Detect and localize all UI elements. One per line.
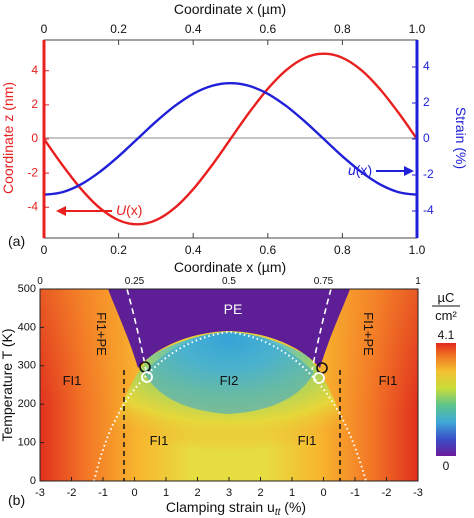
colorbar: µC cm² 4.1 0 [432, 290, 460, 473]
strain-ticks: -3 -2 -1 0 1 2 3 2 1 0 -1 -2 -3 [35, 477, 423, 499]
top-x-tick-label: 1.0 [409, 22, 426, 36]
strain-tick-label: 1 [289, 487, 295, 499]
region-label-fi1pe-left: FI1+PE [94, 312, 109, 356]
annotation-U-italic: U [116, 202, 127, 218]
annotation-U: U(x) [56, 202, 142, 218]
annotation-u: u(x) [348, 162, 414, 178]
left-axis-title: Coordinate z (nm) [0, 82, 16, 194]
top-x-tick-label: 0.2 [110, 22, 127, 36]
temperature-tick-label: 300 [18, 360, 36, 372]
top-x-tick-label: 0.8 [334, 22, 351, 36]
series-u-line [44, 81, 417, 196]
right-y-tick-label: -2 [423, 167, 434, 181]
temperature-tick-label: 100 [18, 437, 36, 449]
strain-tick-label: 0 [320, 487, 326, 499]
colorbar-min-label: 0 [443, 459, 450, 473]
panel-b: 0 0.25 0.5 0.75 1 PE FI1+PE FI1+PE FI1 [0, 276, 460, 518]
temperature-ticks: 0 100 200 300 400 500 [18, 283, 44, 487]
pe-boundary-right [311, 289, 332, 371]
temperature-tick-label: 400 [18, 321, 36, 333]
strain-tick-label: -3 [35, 487, 45, 499]
top-fraction-tick-label: 0.5 [222, 276, 236, 287]
right-axis-title: Strain (%) [453, 107, 469, 169]
strain-tick-label: -2 [382, 487, 392, 499]
bottom-x-tick-label: 0 [41, 243, 48, 257]
pe-region [108, 289, 350, 368]
panel-a: Coordinate x (µm) 0 0.2 0.4 0.6 0.8 1.0 0 0.2 0… [0, 1, 469, 275]
left-y-tick-label: -4 [27, 199, 38, 213]
strain-tick-label: 1 [163, 487, 169, 499]
temperature-tick-label: 500 [18, 283, 36, 295]
temperature-tick-label: 200 [18, 398, 36, 410]
strain-tick-label: -3 [413, 487, 423, 499]
top-x-tick-label: 0 [41, 22, 48, 36]
panel-b-label: (b) [8, 492, 25, 508]
strain-tick-label: 2 [257, 487, 263, 499]
strain-tick-label: -1 [350, 487, 360, 499]
bottom-x-tick-label: 0.8 [334, 243, 351, 257]
fi2-core [144, 332, 314, 414]
top-fraction-tick-label: 1 [415, 276, 421, 287]
right-y-tick-label: 0 [423, 131, 430, 145]
marker-white-right [313, 372, 325, 384]
right-y-tick-label: -4 [423, 203, 434, 217]
top-x-axis-title: Coordinate x (µm) [174, 1, 286, 17]
region-label-fi1-far-right: FI1 [379, 373, 398, 388]
region-label-fi1-inner-right: FI1 [298, 433, 317, 448]
marker-white-left [141, 371, 153, 383]
series-U-line [44, 52, 417, 226]
strain-axis-title: Clamping strain utt (%) [166, 499, 306, 518]
colorbar-max-label: 4.1 [438, 328, 455, 342]
annotation-U-suffix: (x) [126, 202, 142, 218]
bottom-x-axis-title: Coordinate x (µm) [174, 259, 286, 275]
colorbar-gradient [436, 343, 456, 456]
bottom-x-tick-label: 0.4 [185, 243, 202, 257]
strain-tick-label: 3 [226, 487, 232, 499]
svg-text:U(x): U(x) [116, 202, 142, 218]
top-x-ticks: 0 0.2 0.4 0.6 0.8 1.0 [41, 22, 426, 45]
region-label-fi1-far-left: FI1 [63, 373, 82, 388]
strain-tick-label: -1 [98, 487, 108, 499]
pe-boundary-left [126, 289, 147, 371]
temperature-tick-label: 0 [30, 475, 36, 487]
strain-tick-label: 0 [131, 487, 137, 499]
strain-tick-label: 2 [194, 487, 200, 499]
region-label-fi2: FI2 [220, 373, 239, 388]
region-label-fi1pe-right: FI1+PE [361, 312, 376, 356]
strain-axis-title-main: Clamping strain u [166, 499, 275, 515]
strain-axis-title-sub: tt [275, 507, 282, 518]
svg-text:u(x): u(x) [348, 162, 372, 178]
left-y-tick-label: 2 [31, 97, 38, 111]
right-y-tick-label: 4 [423, 59, 430, 73]
strain-tick-label: -2 [67, 487, 77, 499]
top-fraction-tick-label: 0.75 [314, 276, 334, 287]
top-x-tick-label: 0.6 [259, 22, 276, 36]
annotation-u-suffix: (x) [356, 162, 372, 178]
panel-a-label: (a) [8, 233, 25, 249]
temperature-axis-title: Temperature T (K) [0, 328, 15, 441]
left-y-tick-label: 4 [31, 63, 38, 77]
colorbar-unit-top: µC [438, 290, 455, 305]
right-y-tick-label: 2 [423, 95, 430, 109]
bottom-x-tick-label: 0.6 [259, 243, 276, 257]
strain-axis-title-unit: (%) [280, 499, 306, 515]
left-y-tick-label: -2 [27, 165, 38, 179]
colorbar-unit-bottom: cm² [435, 308, 457, 323]
left-y-tick-label: 0 [31, 131, 38, 145]
bottom-x-tick-label: 1.0 [409, 243, 426, 257]
region-label-fi1-inner-left: FI1 [150, 433, 169, 448]
top-fraction-tick-label: 0 [37, 276, 43, 287]
top-fraction-tick-label: 0.25 [125, 276, 145, 287]
bottom-x-tick-label: 0.2 [110, 243, 127, 257]
annotation-u-italic: u [348, 162, 356, 178]
region-label-pe: PE [224, 301, 243, 317]
top-x-tick-label: 0.4 [185, 22, 202, 36]
bottom-x-ticks: 0 0.2 0.4 0.6 0.8 1.0 [41, 233, 426, 257]
